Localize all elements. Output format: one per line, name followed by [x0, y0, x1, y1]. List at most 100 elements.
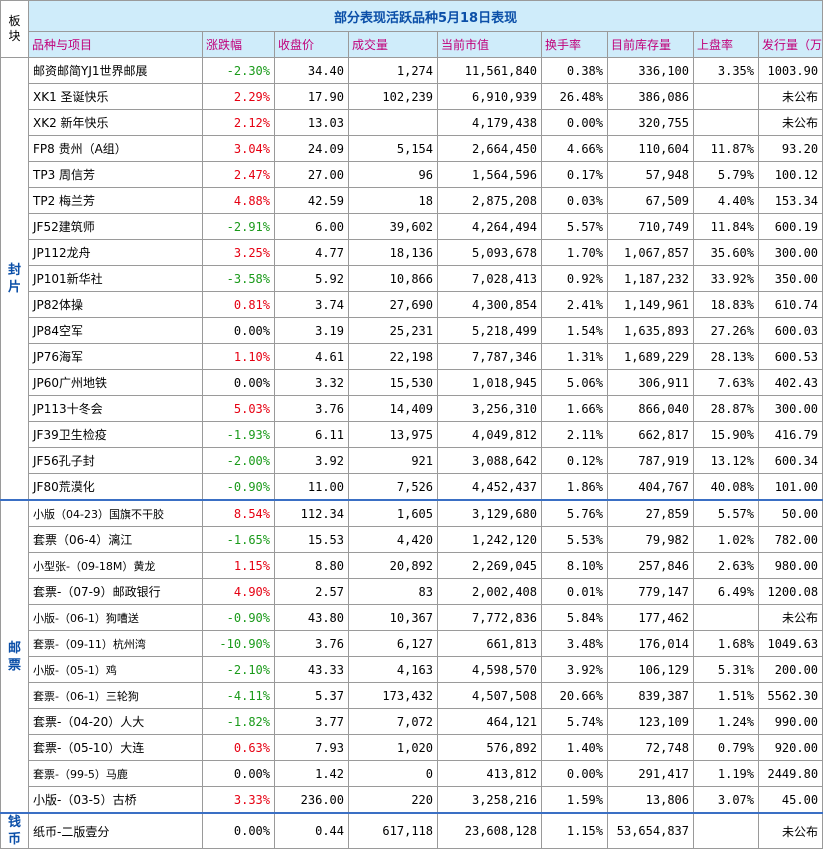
stock-cell: 106,129: [607, 656, 694, 683]
stock-cell: 336,100: [607, 57, 694, 84]
table-row: 套票-（04-20）人大 -1.82% 3.77 7,072 464,121 5.74% 1…: [1, 708, 823, 735]
item-name: 小版（04-23）国旗不干胶: [28, 499, 203, 527]
table-row: 小版-（06-1）狗嘈送 -0.90% 43.80 10,367 7,772,836 5.…: [1, 604, 823, 631]
stock-cell: 57,948: [607, 161, 694, 188]
table-row: JF56孔子封 -2.00% 3.92 921 3,088,642 0.12% 787,91…: [1, 447, 823, 474]
section-coins: 钱币: [0, 812, 29, 849]
market-cap-cell: 2,002,408: [437, 578, 542, 605]
issue-cell: 600.19: [757, 213, 823, 240]
header-listing-rate: 上盘率: [693, 31, 759, 58]
close-price-cell: 3.92: [274, 447, 349, 474]
change-cell: -1.65%: [202, 526, 275, 553]
listing-rate-cell: 13.12%: [693, 447, 759, 474]
header-close: 收盘价: [274, 31, 349, 58]
close-price-cell: 3.77: [274, 708, 349, 735]
issue-cell: 990.00: [757, 708, 823, 735]
turnover-cell: 1.86%: [541, 473, 608, 501]
turnover-cell: 0.17%: [541, 161, 608, 188]
change-cell: 3.33%: [202, 786, 275, 814]
turnover-cell: 5.06%: [541, 369, 608, 396]
change-cell: -1.82%: [202, 708, 275, 735]
listing-rate-cell: 27.26%: [693, 317, 759, 344]
item-name: XK2 新年快乐: [28, 109, 203, 136]
volume-cell: 27,690: [348, 291, 438, 318]
volume-cell: 96: [348, 161, 438, 188]
change-cell: 0.00%: [202, 317, 275, 344]
turnover-cell: 1.54%: [541, 317, 608, 344]
listing-rate-cell: 1.51%: [693, 682, 759, 709]
issue-cell: 980.00: [757, 552, 823, 579]
market-cap-cell: 5,093,678: [437, 239, 542, 266]
close-price-cell: 236.00: [274, 786, 349, 814]
table-row: JF52建筑师 -2.91% 6.00 39,602 4,264,494 5.57% 710…: [1, 213, 823, 240]
volume-cell: 10,866: [348, 265, 438, 292]
table-row: JP60广州地铁 0.00% 3.32 15,530 1,018,945 5.06% 306…: [1, 369, 823, 396]
volume-cell: 5,154: [348, 135, 438, 162]
stock-cell: 176,014: [607, 630, 694, 657]
stock-cell: 1,689,229: [607, 343, 694, 370]
issue-cell: 200.00: [757, 656, 823, 683]
close-price-cell: 11.00: [274, 473, 349, 501]
listing-rate-cell: 6.49%: [693, 578, 759, 605]
market-cap-cell: 7,772,836: [437, 604, 542, 631]
issue-cell: 600.34: [757, 447, 823, 474]
market-cap-cell: 3,129,680: [437, 499, 542, 527]
issue-cell: 93.20: [757, 135, 823, 162]
volume-cell: 18: [348, 187, 438, 214]
table-row: 套票-（06-1）三轮狗 -4.11% 5.37 173,432 4,507,508 20…: [1, 682, 823, 709]
item-name: 小版-（05-1）鸡: [28, 656, 203, 683]
close-price-cell: 13.03: [274, 109, 349, 136]
issue-cell: 600.03: [757, 317, 823, 344]
close-price-cell: 0.44: [274, 812, 349, 849]
table-row: 套票-（05-10）大连 0.63% 7.93 1,020 576,892 1.40% 72…: [1, 734, 823, 761]
table-title: 部分表现活跃品种5月18日表现: [27, 0, 823, 32]
volume-cell: 25,231: [348, 317, 438, 344]
turnover-cell: 0.00%: [541, 109, 608, 136]
volume-cell: 1,274: [348, 57, 438, 84]
item-name: 小版-（03-5）古桥: [28, 786, 203, 814]
item-name: JP84空军: [28, 317, 203, 344]
table-row: JP76海军 1.10% 4.61 22,198 7,787,346 1.31% 1,689…: [1, 343, 823, 370]
table-row: 套票-（99-5）马鹿 0.00% 1.42 0 413,812 0.00% 291,417…: [1, 760, 823, 787]
close-price-cell: 3.76: [274, 395, 349, 422]
change-cell: 2.29%: [202, 83, 275, 110]
volume-cell: 4,420: [348, 526, 438, 553]
stock-cell: 1,149,961: [607, 291, 694, 318]
turnover-cell: 5.53%: [541, 526, 608, 553]
stock-cell: 306,911: [607, 369, 694, 396]
listing-rate-cell: 28.13%: [693, 343, 759, 370]
stock-cell: 13,806: [607, 786, 694, 814]
volume-cell: 20,892: [348, 552, 438, 579]
volume-cell: 22,198: [348, 343, 438, 370]
close-price-cell: 5.37: [274, 682, 349, 709]
stock-cell: 257,846: [607, 552, 694, 579]
market-cap-cell: 7,787,346: [437, 343, 542, 370]
turnover-cell: 2.41%: [541, 291, 608, 318]
market-cap-cell: 1,018,945: [437, 369, 542, 396]
section-sealed-sheets: 封片: [0, 57, 29, 501]
turnover-cell: 0.38%: [541, 57, 608, 84]
close-price-cell: 112.34: [274, 499, 349, 527]
stock-cell: 386,086: [607, 83, 694, 110]
stock-cell: 1,067,857: [607, 239, 694, 266]
change-cell: 4.90%: [202, 578, 275, 605]
listing-rate-cell: [693, 83, 759, 110]
market-cap-cell: 3,256,310: [437, 395, 542, 422]
change-cell: -10.90%: [202, 630, 275, 657]
table-row: JP101新华社 -3.58% 5.92 10,866 7,028,413 0.92% 1,…: [1, 265, 823, 292]
change-cell: -0.90%: [202, 604, 275, 631]
table-row: 套票-（09-11）杭州湾 -10.90% 3.76 6,127 661,813 3.48…: [1, 630, 823, 657]
stock-cell: 67,509: [607, 187, 694, 214]
close-price-cell: 3.19: [274, 317, 349, 344]
stock-cell: 779,147: [607, 578, 694, 605]
change-cell: 2.47%: [202, 161, 275, 188]
item-name: TP3 周信芳: [28, 161, 203, 188]
listing-rate-cell: 3.35%: [693, 57, 759, 84]
listing-rate-cell: 1.68%: [693, 630, 759, 657]
change-cell: -4.11%: [202, 682, 275, 709]
close-price-cell: 17.90: [274, 83, 349, 110]
issue-cell: 300.00: [757, 239, 823, 266]
table-row: 小版-（05-1）鸡 -2.10% 43.33 4,163 4,598,570 3.92%…: [1, 656, 823, 683]
item-name: 套票-（04-20）人大: [28, 708, 203, 735]
table-row: TP3 周信芳 2.47% 27.00 96 1,564,596 0.17% 57,948 5…: [1, 161, 823, 188]
